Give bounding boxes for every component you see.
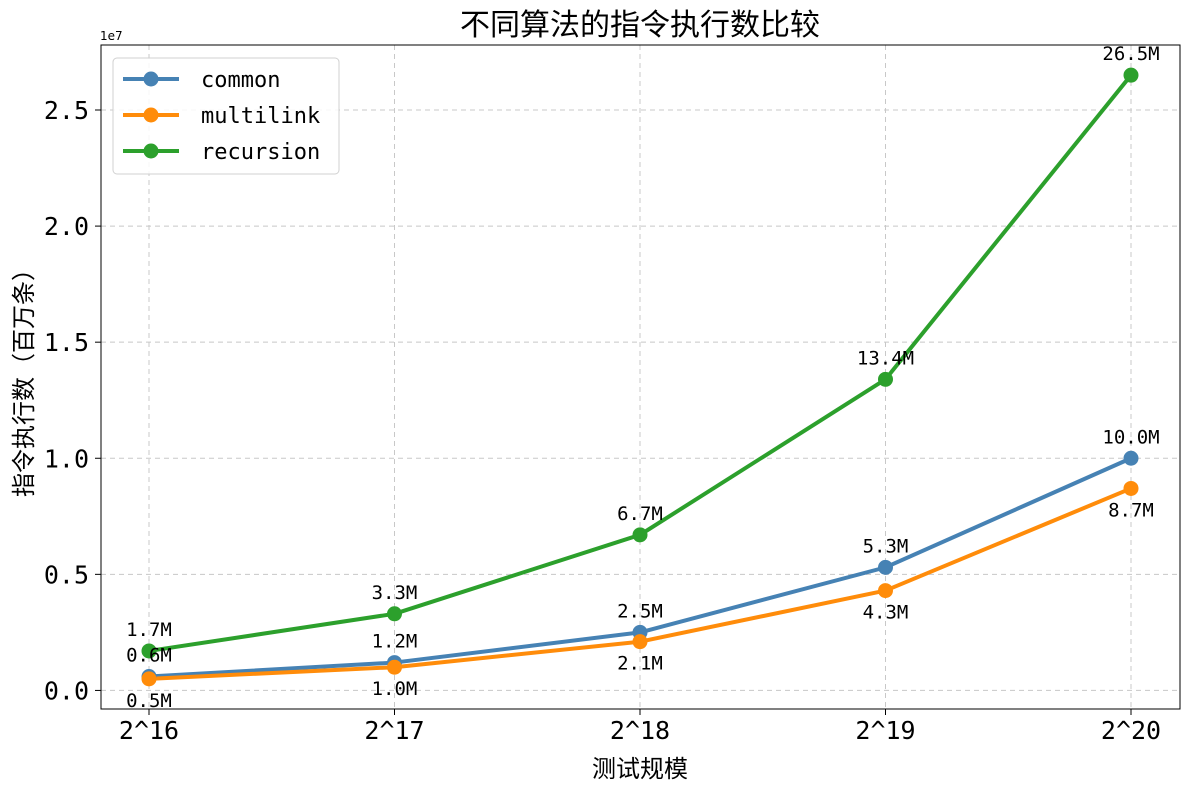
x-tick-label: 2^16 (119, 716, 179, 745)
data-label-recursion: 3.3M (372, 582, 418, 604)
data-point-recursion (141, 643, 157, 659)
y-tick-label: 2.0 (44, 212, 89, 241)
x-tick-label: 2^20 (1101, 716, 1161, 745)
y-tick-label: 1.5 (44, 328, 89, 357)
legend-box (112, 57, 340, 175)
y-tick-label: 0.0 (44, 676, 89, 705)
data-label-common: 0.6M (126, 644, 172, 666)
data-label-multilink: 1.0M (372, 678, 418, 700)
chart-title: 不同算法的指令执行数比较 (460, 8, 820, 43)
data-label-common: 5.3M (863, 535, 909, 557)
legend-label-multilink: multilink (201, 104, 320, 129)
data-label-common: 2.5M (617, 600, 663, 622)
data-point-recursion (387, 606, 402, 622)
data-point-multilink (1123, 480, 1139, 496)
legend-marker-multilink (143, 107, 159, 123)
x-axis-label: 测试规模 (592, 755, 688, 783)
y-axis-label: 指令执行数（百万条） (10, 257, 38, 497)
axes: 2^16 2^17 2^18 2^19 2^20 0.0 0.5 1.0 1.5 2.0 2.5 (44, 44, 1181, 745)
data-label-recursion: 26.5M (1102, 43, 1159, 65)
plot-frame (100, 44, 1181, 710)
data-label-common: 1.2M (372, 631, 418, 653)
legend-marker-recursion (143, 143, 159, 159)
y-offset-text: 1e7 (100, 29, 123, 43)
x-tick-label: 2^18 (610, 716, 670, 745)
data-label-multilink: 2.1M (617, 653, 663, 675)
data-label-recursion: 1.7M (126, 619, 172, 641)
data-point-common (1123, 450, 1139, 466)
data-point-recursion (878, 371, 893, 387)
data-label-common: 10.0M (1102, 426, 1159, 448)
y-tick-label: 1.0 (44, 444, 89, 473)
data-point-recursion (632, 527, 648, 543)
data-labels: 0.6M 1.2M 2.5M 5.3M 10.0M 0.5M 1.0M 2.1M 4.3M 8.7… (126, 43, 1159, 712)
series-lines (141, 67, 1139, 687)
legend: common multilink recursion (112, 57, 340, 175)
y-tick-label: 2.5 (44, 96, 89, 125)
data-point-multilink (141, 671, 157, 687)
x-tick-label: 2^17 (364, 716, 424, 745)
x-tick-label: 2^19 (855, 716, 915, 745)
y-tick-label: 0.5 (44, 560, 89, 589)
legend-label-common: common (201, 68, 280, 93)
data-label-recursion: 6.7M (617, 503, 663, 525)
data-label-recursion: 13.4M (857, 347, 914, 369)
data-point-multilink (878, 583, 893, 599)
data-label-multilink: 0.5M (126, 690, 172, 712)
legend-label-recursion: recursion (201, 140, 320, 165)
data-label-multilink: 8.7M (1108, 499, 1154, 521)
data-point-recursion (1123, 67, 1139, 83)
data-point-common (878, 559, 893, 575)
data-point-multilink (387, 659, 402, 675)
data-label-multilink: 4.3M (863, 602, 909, 624)
data-point-multilink (632, 634, 648, 650)
legend-marker-common (143, 71, 159, 87)
